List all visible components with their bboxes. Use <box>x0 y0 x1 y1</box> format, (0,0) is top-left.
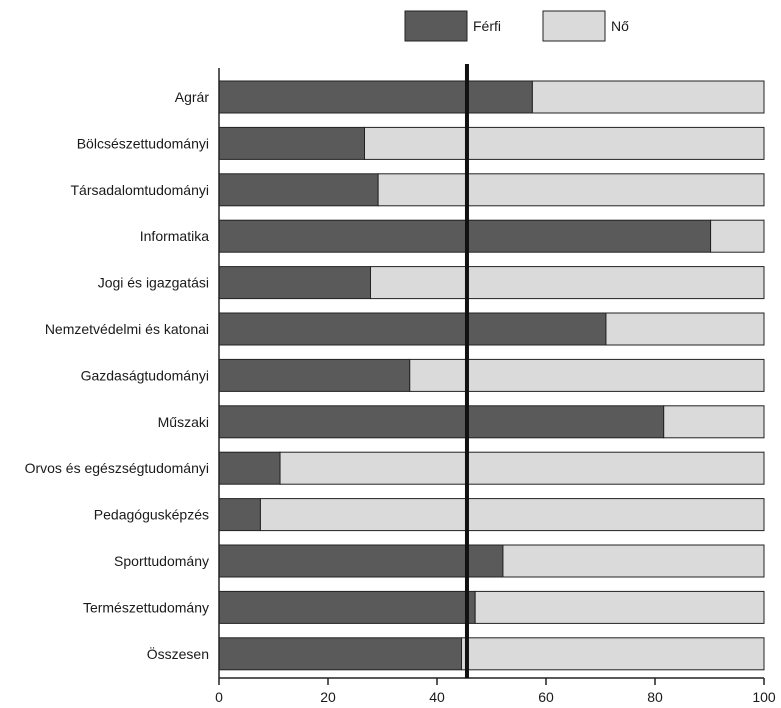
x-tick-label-40: 40 <box>429 689 445 705</box>
category-label-termeszettudomany: Természettudomány <box>83 599 209 615</box>
category-label-sporttudomany: Sporttudomány <box>114 553 209 569</box>
bar-osszesen-no <box>462 638 764 670</box>
x-tick-label-100: 100 <box>752 689 776 705</box>
category-label-osszesen: Összesen <box>147 645 209 662</box>
bar-muszaki-ferfi <box>219 406 664 438</box>
legend-swatch-ferfi <box>405 11 467 41</box>
bar-orvos-es-egeszsegtudomanyi-no <box>280 452 764 484</box>
category-label-bolcseszettudomanyi: Bölcsészettudományi <box>77 135 209 151</box>
bar-jogi-es-igazgatasi-ferfi <box>219 267 371 299</box>
bar-agrar-no <box>532 81 764 113</box>
bar-sporttudomany-no <box>503 545 764 577</box>
bar-termeszettudomany-ferfi <box>219 591 475 623</box>
category-label-agrar: Agrár <box>175 89 210 105</box>
bar-jogi-es-igazgatasi-no <box>371 267 764 299</box>
bar-orvos-es-egeszsegtudomanyi-ferfi <box>219 452 280 484</box>
x-tick-label-60: 60 <box>538 689 554 705</box>
x-tick-label-80: 80 <box>647 689 663 705</box>
bar-termeszettudomany-no <box>475 591 764 623</box>
bar-informatika-no <box>711 220 764 252</box>
bar-gazdasagtudomanyi-ferfi <box>219 359 410 391</box>
bar-tarsadalomtudomanyi-ferfi <box>219 174 378 206</box>
bar-nemzetvedelmi-es-katonai-ferfi <box>219 313 606 345</box>
bars-group <box>219 81 764 670</box>
category-label-orvos-es-egeszsegtudomanyi: Orvos és egészségtudományi <box>25 460 209 476</box>
category-label-informatika: Informatika <box>140 228 209 244</box>
bar-bolcseszettudomanyi-ferfi <box>219 127 365 159</box>
category-label-jogi-es-igazgatasi: Jogi és igazgatási <box>98 275 209 291</box>
legend-label-no: Nő <box>611 18 629 34</box>
category-label-gazdasagtudomanyi: Gazdaságtudományi <box>81 367 209 383</box>
legend-label-ferfi: Férfi <box>473 18 501 34</box>
category-label-nemzetvedelmi-es-katonai: Nemzetvédelmi és katonai <box>45 321 209 337</box>
legend: Férfi Nő <box>405 11 629 41</box>
category-label-pedagoguskepzes: Pedagógusképzés <box>94 507 209 523</box>
bar-agrar-ferfi <box>219 81 532 113</box>
bar-pedagoguskepzes-ferfi <box>219 499 260 531</box>
x-tick-label-0: 0 <box>215 689 223 705</box>
bar-sporttudomany-ferfi <box>219 545 503 577</box>
legend-swatch-no <box>543 11 605 41</box>
category-labels: Agrár Bölcsészettudományi Társadalomtudomá… <box>25 89 210 662</box>
bar-informatika-ferfi <box>219 220 711 252</box>
bar-osszesen-ferfi <box>219 638 462 670</box>
bar-gazdasagtudomanyi-no <box>410 359 764 391</box>
bar-tarsadalomtudomanyi-no <box>378 174 764 206</box>
bar-pedagoguskepzes-no <box>260 499 764 531</box>
category-label-tarsadalomtudomanyi: Társadalomtudományi <box>70 182 209 198</box>
category-label-muszaki: Műszaki <box>158 414 209 430</box>
bar-muszaki-no <box>664 406 764 438</box>
bar-nemzetvedelmi-es-katonai-no <box>606 313 764 345</box>
bar-bolcseszettudomanyi-no <box>365 127 764 159</box>
x-tick-label-20: 20 <box>320 689 336 705</box>
